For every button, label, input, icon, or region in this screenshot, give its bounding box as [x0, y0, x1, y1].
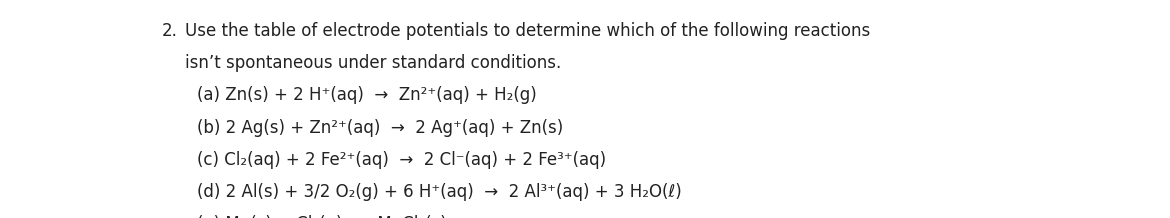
Text: (a) Zn(s) + 2 H⁺(aq)  →  Zn²⁺(aq) + H₂(g): (a) Zn(s) + 2 H⁺(aq) → Zn²⁺(aq) + H₂(g) — [197, 86, 536, 104]
Text: 2.: 2. — [161, 22, 178, 40]
Text: (c) Cl₂(aq) + 2 Fe²⁺(aq)  →  2 Cl⁻(aq) + 2 Fe³⁺(aq): (c) Cl₂(aq) + 2 Fe²⁺(aq) → 2 Cl⁻(aq) + 2… — [197, 151, 606, 169]
Text: Use the table of electrode potentials to determine which of the following reacti: Use the table of electrode potentials to… — [185, 22, 870, 40]
Text: isn’t spontaneous under standard conditions.: isn’t spontaneous under standard conditi… — [185, 54, 562, 72]
Text: (e) Mg(s) + Cl₂(g)  →  MgCl₂(s): (e) Mg(s) + Cl₂(g) → MgCl₂(s) — [197, 215, 446, 218]
Text: (d) 2 Al(s) + 3/2 O₂(g) + 6 H⁺(aq)  →  2 Al³⁺(aq) + 3 H₂O(ℓ): (d) 2 Al(s) + 3/2 O₂(g) + 6 H⁺(aq) → 2 A… — [197, 183, 681, 201]
Text: (b) 2 Ag(s) + Zn²⁺(aq)  →  2 Ag⁺(aq) + Zn(s): (b) 2 Ag(s) + Zn²⁺(aq) → 2 Ag⁺(aq) + Zn(… — [197, 119, 563, 137]
